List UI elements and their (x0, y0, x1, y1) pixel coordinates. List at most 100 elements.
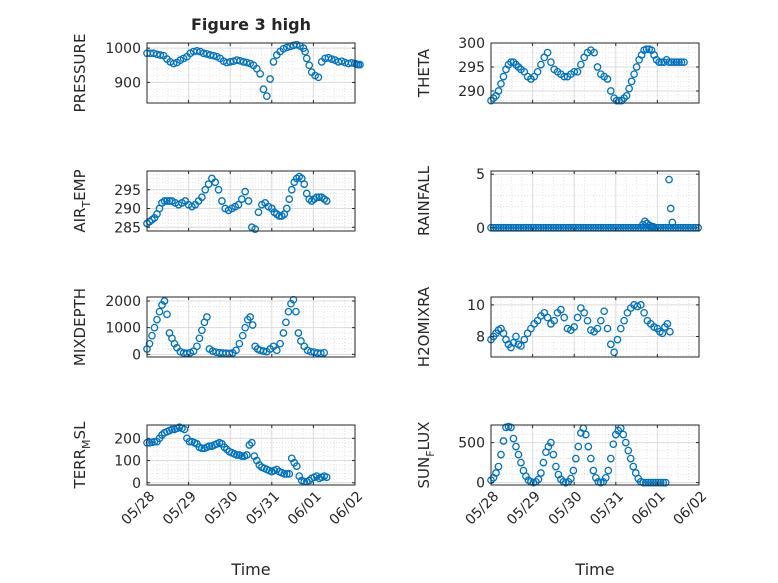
data-point (512, 332, 520, 341)
data-point (596, 316, 605, 325)
data-point (315, 193, 324, 202)
data-point (266, 75, 274, 83)
data-point (573, 67, 582, 76)
x-axis-label-right: Time (574, 560, 614, 579)
data-point (275, 212, 284, 220)
data-point (242, 58, 251, 67)
data-point (642, 45, 651, 54)
y-tick-label: 1000 (105, 321, 141, 337)
data-point (574, 442, 583, 451)
data-point (680, 58, 688, 67)
y-axis-label: THETA (415, 48, 433, 98)
data-point (285, 195, 294, 203)
data-point (244, 197, 253, 205)
data-point (603, 324, 612, 333)
data-point (668, 218, 677, 227)
data-point (169, 59, 178, 68)
data-point (203, 313, 211, 321)
data-point (577, 60, 585, 69)
data-point (494, 87, 503, 95)
data-point (626, 454, 635, 463)
data-point (234, 200, 243, 209)
data-point (654, 478, 663, 487)
data-point (246, 313, 255, 321)
data-point (492, 469, 500, 477)
y-tick-label: 900 (114, 75, 141, 91)
data-point (150, 323, 159, 332)
data-point (280, 470, 289, 478)
data-point (282, 43, 291, 52)
y-tick-label: 8 (476, 329, 485, 345)
data-point (149, 49, 158, 58)
data-point (649, 478, 658, 487)
data-point (292, 462, 301, 470)
data-point (600, 307, 609, 316)
data-point (279, 329, 288, 337)
y-tick-label: 100 (114, 454, 141, 470)
data-point (655, 58, 663, 67)
x-tick-label: 05/28 (118, 489, 158, 529)
data-point (632, 63, 641, 71)
data-point (570, 323, 579, 331)
y-axis-label: SUNFLUX (415, 422, 437, 489)
data-point (292, 307, 300, 316)
subplot-2: 290 295 300 THETA (415, 36, 700, 105)
data-point (589, 466, 598, 475)
data-point (259, 85, 268, 94)
data-point (193, 342, 201, 351)
data-point (211, 178, 220, 187)
data-point (507, 423, 515, 432)
y-tick-label: 0 (132, 476, 141, 492)
x-tick-label: 06/02 (326, 489, 366, 529)
data-point (241, 187, 250, 196)
data-point (509, 434, 518, 443)
y-tick-label: 300 (458, 36, 485, 52)
data-point (622, 91, 631, 100)
data-point (499, 72, 508, 81)
data-point (201, 185, 210, 194)
data-point (613, 335, 622, 344)
data-point (499, 437, 508, 445)
data-point (601, 473, 610, 482)
y-tick-label: 295 (458, 60, 485, 76)
x-tick-label: 05/31 (587, 489, 627, 529)
data-point (163, 310, 171, 319)
data-point (606, 87, 615, 95)
data-point (665, 175, 673, 184)
data-point (593, 324, 602, 333)
data-point (193, 47, 201, 55)
data-point (570, 67, 579, 76)
data-point (573, 313, 582, 322)
data-point (198, 193, 206, 202)
data-point (198, 326, 206, 335)
y-axis-label: RAINFALL (415, 165, 433, 236)
data-point (552, 462, 560, 471)
data-point (640, 308, 648, 317)
data-point (665, 58, 673, 67)
data-point (569, 466, 578, 475)
data-point (160, 297, 169, 305)
y-tick-label: 295 (114, 183, 141, 199)
data-point (497, 79, 505, 88)
data-point (670, 58, 678, 67)
data-point (514, 450, 523, 459)
data-point (581, 430, 590, 439)
subplot-4: 0 5 RAINFALL (415, 165, 703, 237)
data-point (609, 440, 618, 449)
figure-title: Figure 3 high (191, 15, 311, 34)
x-tick-label: 06/02 (670, 489, 710, 529)
axes-box (490, 170, 700, 232)
data-point (517, 458, 525, 467)
data-point (233, 451, 241, 459)
data-point (550, 316, 559, 325)
data-point (272, 346, 281, 355)
data-point (163, 197, 171, 205)
data-point (543, 313, 552, 322)
data-point (276, 339, 284, 348)
data-point (214, 185, 223, 194)
data-point (586, 454, 595, 463)
y-tick-label: 10 (467, 298, 485, 314)
data-point (239, 58, 248, 66)
